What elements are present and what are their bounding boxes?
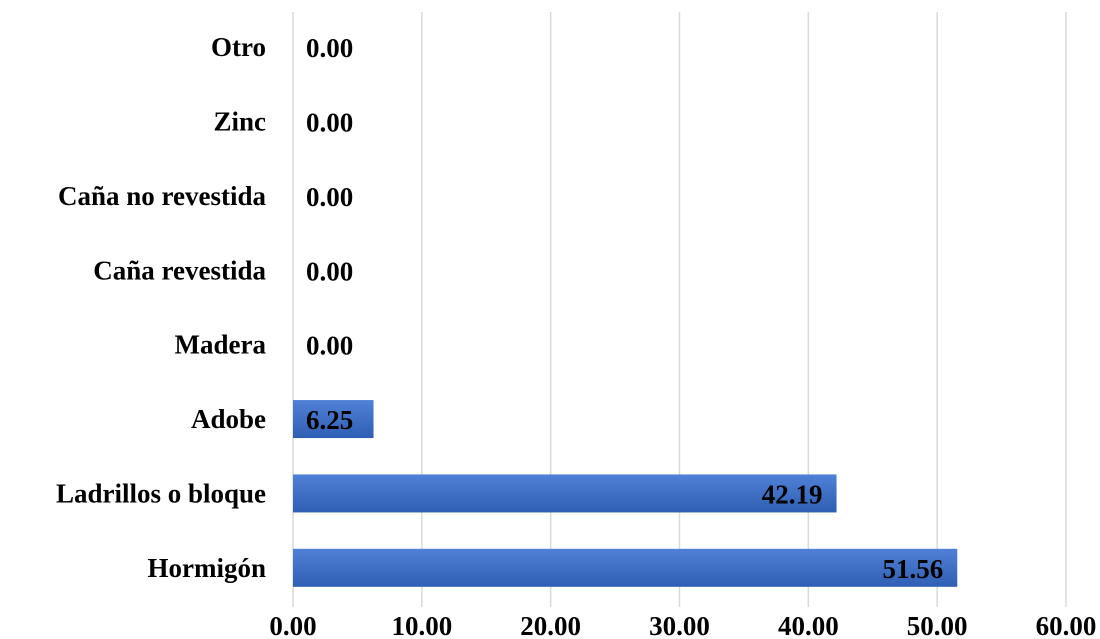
x-tick-label: 20.00	[520, 611, 581, 639]
category-label: Hormigón	[148, 553, 267, 583]
category-label: Otro	[211, 32, 266, 62]
bar	[293, 474, 837, 513]
category-label: Caña no revestida	[58, 181, 267, 211]
data-label: 0.00	[306, 108, 353, 138]
category-label: Madera	[175, 330, 267, 360]
category-labels: Hormigón Ladrillos o bloque Adobe Madera Cañ…	[56, 32, 267, 583]
data-label: 0.00	[306, 256, 353, 286]
data-label: 0.00	[306, 182, 353, 212]
bar	[293, 548, 958, 587]
x-tick-label: 40.00	[778, 611, 839, 639]
bar	[293, 400, 374, 439]
x-tick-label: 30.00	[649, 611, 710, 639]
data-label: 51.56	[883, 554, 944, 584]
x-tick-label: 50.00	[907, 611, 968, 639]
category-label: Ladrillos o bloque	[56, 478, 266, 508]
category-label: Adobe	[191, 404, 266, 434]
data-labels: 51.56 42.19 6.25 0.00 0.00 0.00 0.00 0.00	[306, 33, 943, 584]
category-label: Caña revestida	[93, 255, 266, 285]
gridlines	[292, 12, 1067, 607]
data-label: 6.25	[306, 405, 353, 435]
x-tick-label: 60.00	[1036, 611, 1097, 639]
data-label: 42.19	[762, 479, 823, 509]
x-axis-ticks: 0.00 10.00 20.00 30.00 40.00 50.00 60.00	[269, 611, 1096, 639]
bars	[293, 400, 958, 587]
category-label: Zinc	[213, 107, 266, 137]
x-tick-label: 10.00	[391, 611, 452, 639]
data-label: 0.00	[306, 331, 353, 361]
x-tick-label: 0.00	[269, 611, 316, 639]
data-label: 0.00	[306, 33, 353, 63]
